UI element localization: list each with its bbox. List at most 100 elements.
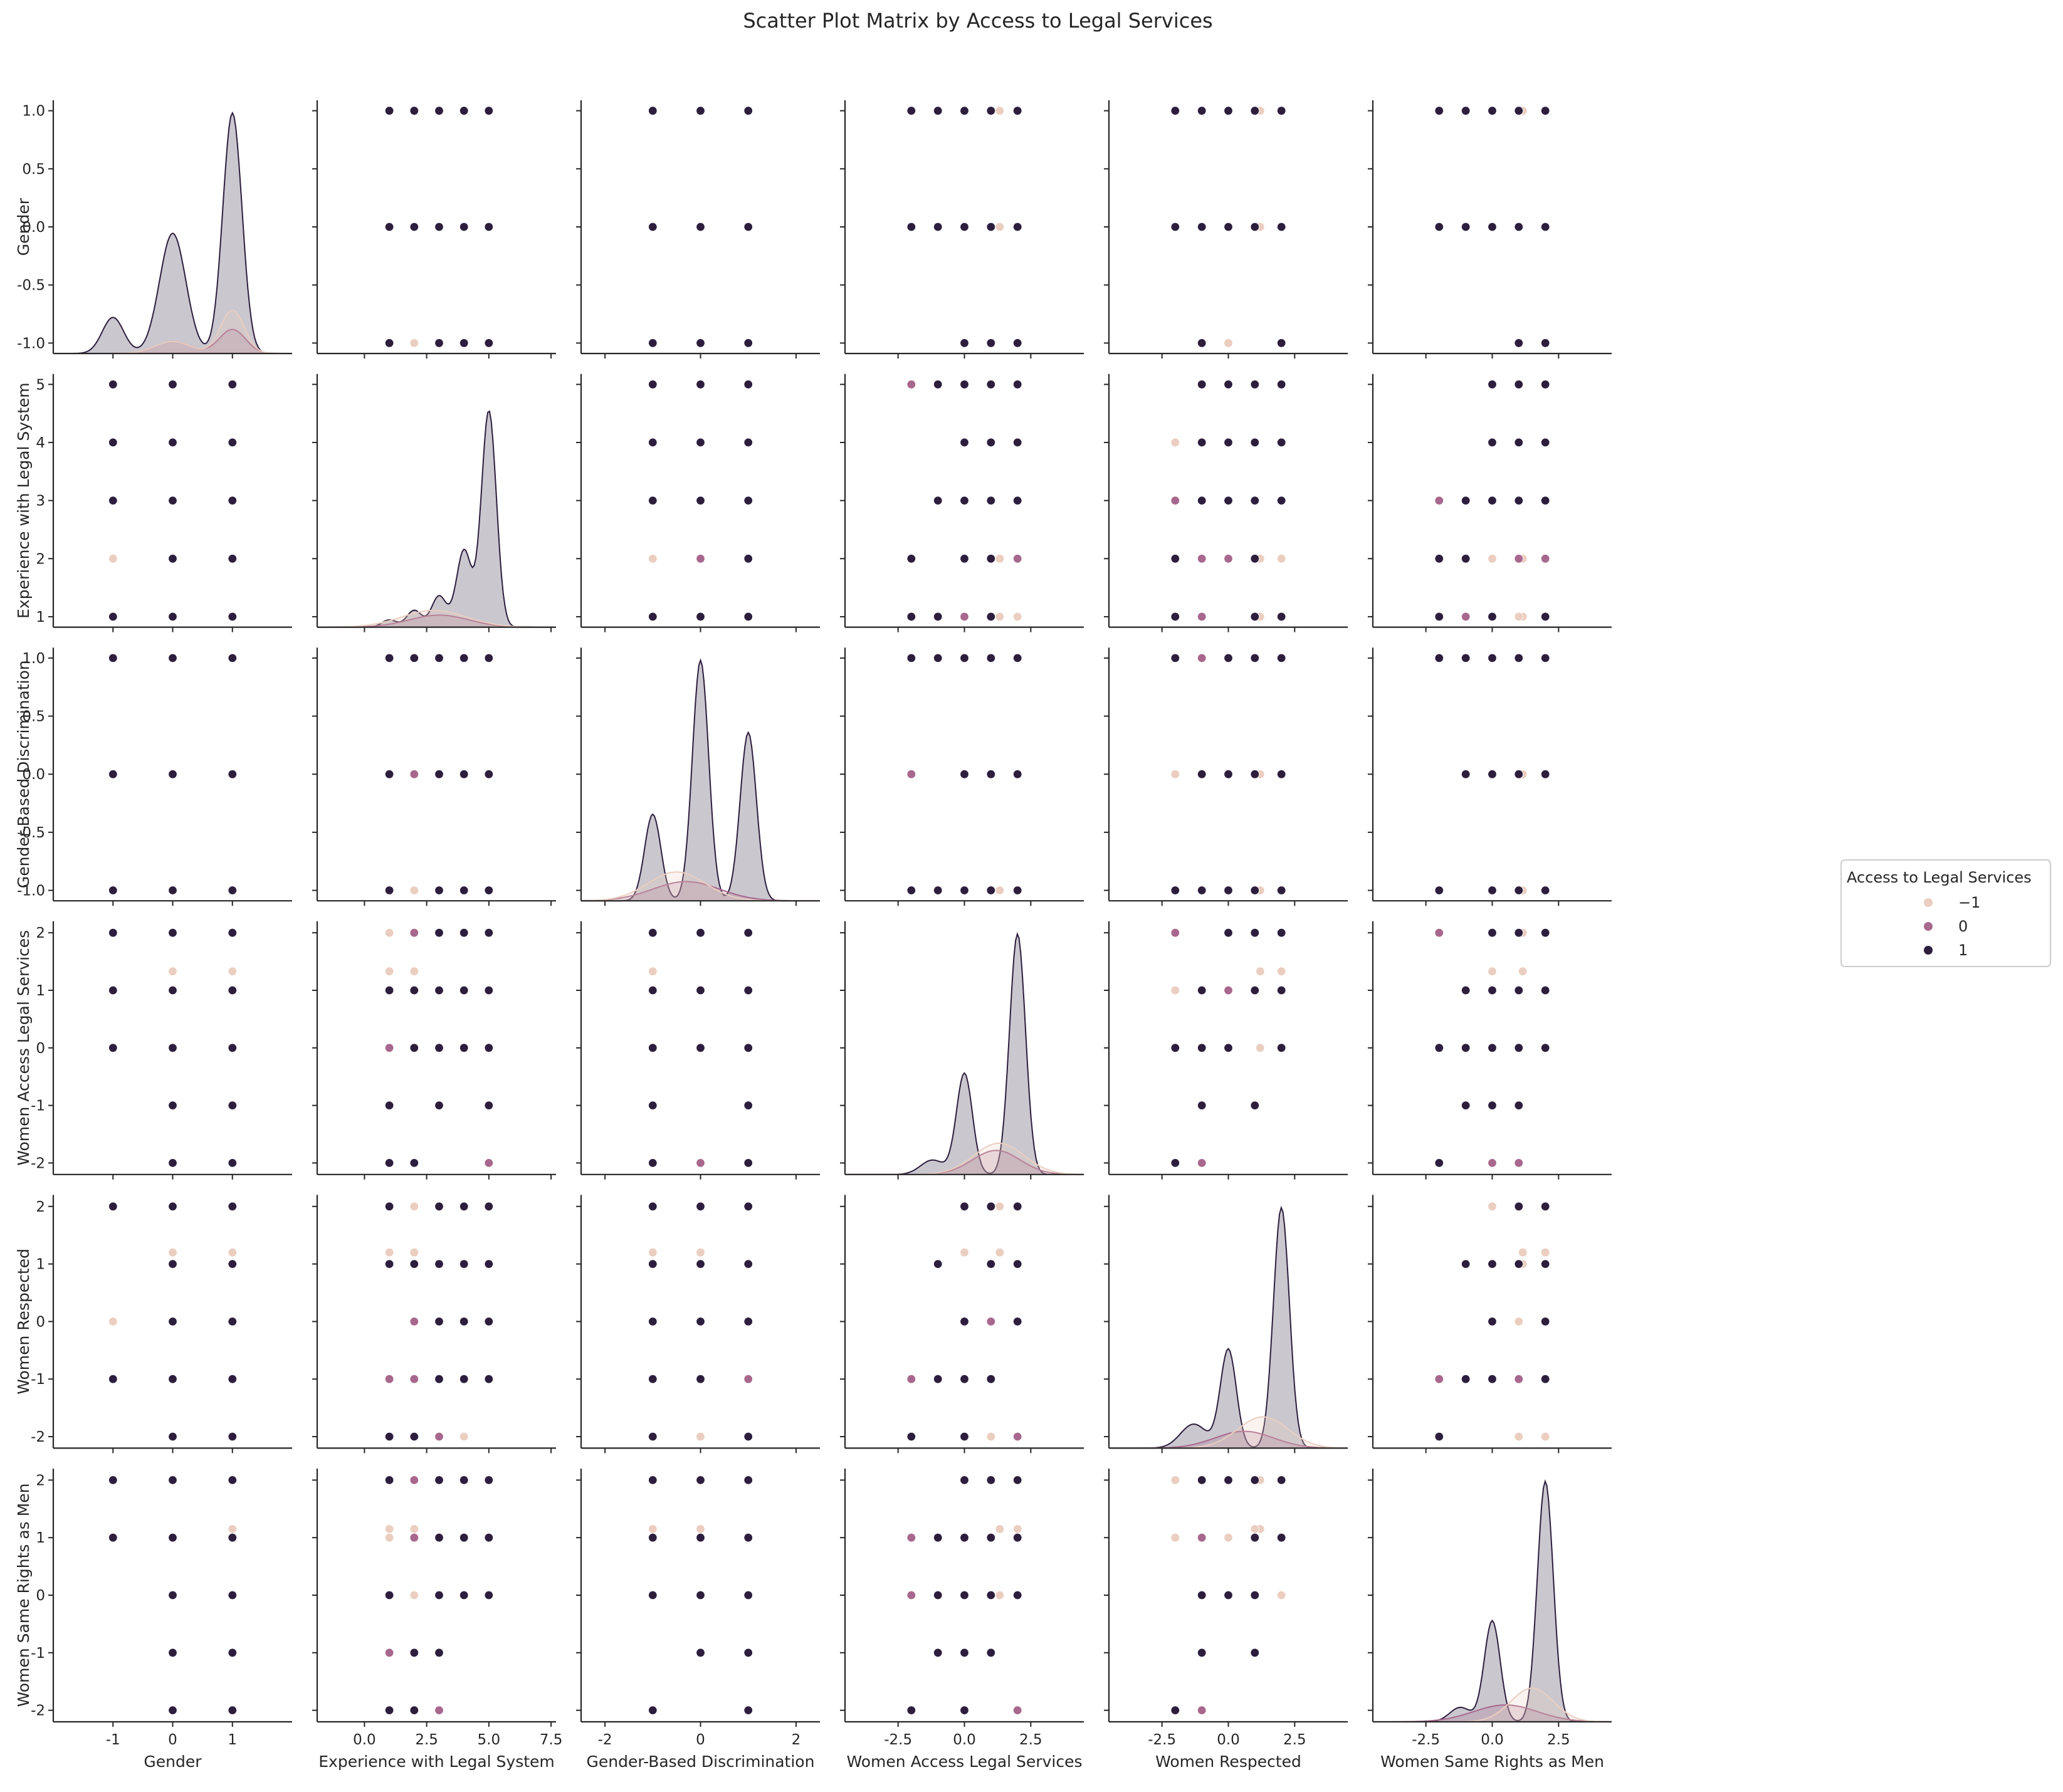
scatter-point [743,554,753,563]
scatter-point [434,222,444,232]
scatter-point [743,1158,753,1168]
scatter-point [228,928,238,938]
legend-entry: −1 [1958,894,1980,911]
scatter-point [1276,338,1286,348]
scatter-point [484,1533,494,1543]
scatter-point [986,1259,996,1269]
kde-fill-1 [53,113,292,354]
scatter-point [1488,1317,1497,1326]
scatter-point [1250,1648,1260,1658]
scatter-point [1250,1101,1260,1110]
scatter-point [1250,106,1260,115]
scatter-point [1012,1202,1022,1212]
chart-title: Scatter Plot Matrix by Access to Legal S… [743,9,1212,33]
y-tick-label: 1.0 [22,651,45,667]
scatter-point [1170,554,1180,563]
scatter-point [484,1043,494,1053]
scatter-point [409,1706,419,1715]
scatter-point [108,769,118,779]
scatter-point [1540,985,1550,995]
scatter-point [696,1533,705,1543]
scatter-point [108,886,118,895]
scatter-point [459,886,469,895]
y-axis-label: Women Same Rights as Men [14,1484,33,1707]
kde-fill-1 [317,411,556,627]
scatter-point [1540,886,1550,895]
scatter-point [459,1317,469,1326]
scatter-point [1461,1259,1471,1269]
scatter-point [1012,496,1022,505]
scatter-point [1250,438,1260,448]
scatter-point [1170,1043,1180,1053]
scatter-point [1012,653,1022,663]
scatter-point [108,1475,118,1485]
x-tick-label: 5.0 [478,1732,501,1748]
scatter-point [384,1259,394,1269]
scatter-point [409,1043,419,1053]
scatter-point [168,438,177,448]
panel-a-vs-a [840,921,1084,1180]
scatter-point [933,1533,943,1543]
scatter-point [960,1317,969,1326]
scatter-point [648,1202,658,1212]
scatter-point [696,985,705,995]
scatter-point [960,1533,969,1543]
scatter-point [228,1524,238,1534]
kde-fill-1 [1109,1207,1348,1449]
panel-g-vs-g: -1.0 -0.5 0.0 0.5 1.0 Gender [14,100,292,359]
scatter-point [1540,496,1550,505]
scatter-point [960,769,969,779]
scatter-point [1540,1259,1550,1269]
scatter-point [384,769,394,779]
scatter-point [228,1432,238,1442]
scatter-point [434,1533,444,1543]
scatter-point [168,985,177,995]
scatter-point [960,886,969,895]
scatter-point [384,886,394,895]
scatter-point [484,928,494,938]
panel-e-vs-a [312,921,556,1180]
scatter-point [648,222,658,232]
scatter-point [648,380,658,389]
y-tick-label: 0.5 [22,709,45,725]
scatter-point [1276,1590,1286,1600]
y-axis-label: Women Respected [14,1249,33,1395]
scatter-point [960,1475,969,1485]
scatter-point [459,985,469,995]
scatter-point [933,653,943,663]
scatter-point [168,1247,177,1257]
x-tick-label: 0.0 [1217,1732,1240,1748]
scatter-point [459,1432,469,1442]
y-axis-label: Gender [14,197,33,256]
scatter-point [168,1317,177,1326]
scatter-point [228,612,238,622]
scatter-point [1224,886,1233,895]
panel-d-vs-d [576,647,820,906]
scatter-point [1250,928,1260,938]
panel-s-vs-e [1368,374,1612,632]
scatter-point [1276,612,1286,622]
scatter-point [933,380,943,389]
scatter-point [228,1247,238,1257]
x-tick-label: 0.0 [353,1732,376,1748]
scatter-point [933,222,943,232]
scatter-point [459,1202,469,1212]
scatter-point [648,1533,658,1543]
scatter-point [1224,769,1233,779]
scatter-point [228,1648,238,1658]
panel-d-vs-e [576,374,820,632]
scatter-point [743,1043,753,1053]
x-tick-label: 2.5 [1283,1732,1306,1748]
scatter-point [986,1317,996,1326]
scatter-point [409,1432,419,1442]
y-tick-label: -2 [31,1429,45,1445]
legend-box [1840,859,2051,967]
x-axis-label: Gender [144,1753,202,1771]
scatter-point [108,380,118,389]
scatter-point [1224,1590,1233,1600]
scatter-point [168,769,177,779]
scatter-point [1276,1475,1286,1485]
scatter-point [1256,967,1265,976]
scatter-point [696,1202,705,1212]
scatter-point [1488,769,1497,779]
